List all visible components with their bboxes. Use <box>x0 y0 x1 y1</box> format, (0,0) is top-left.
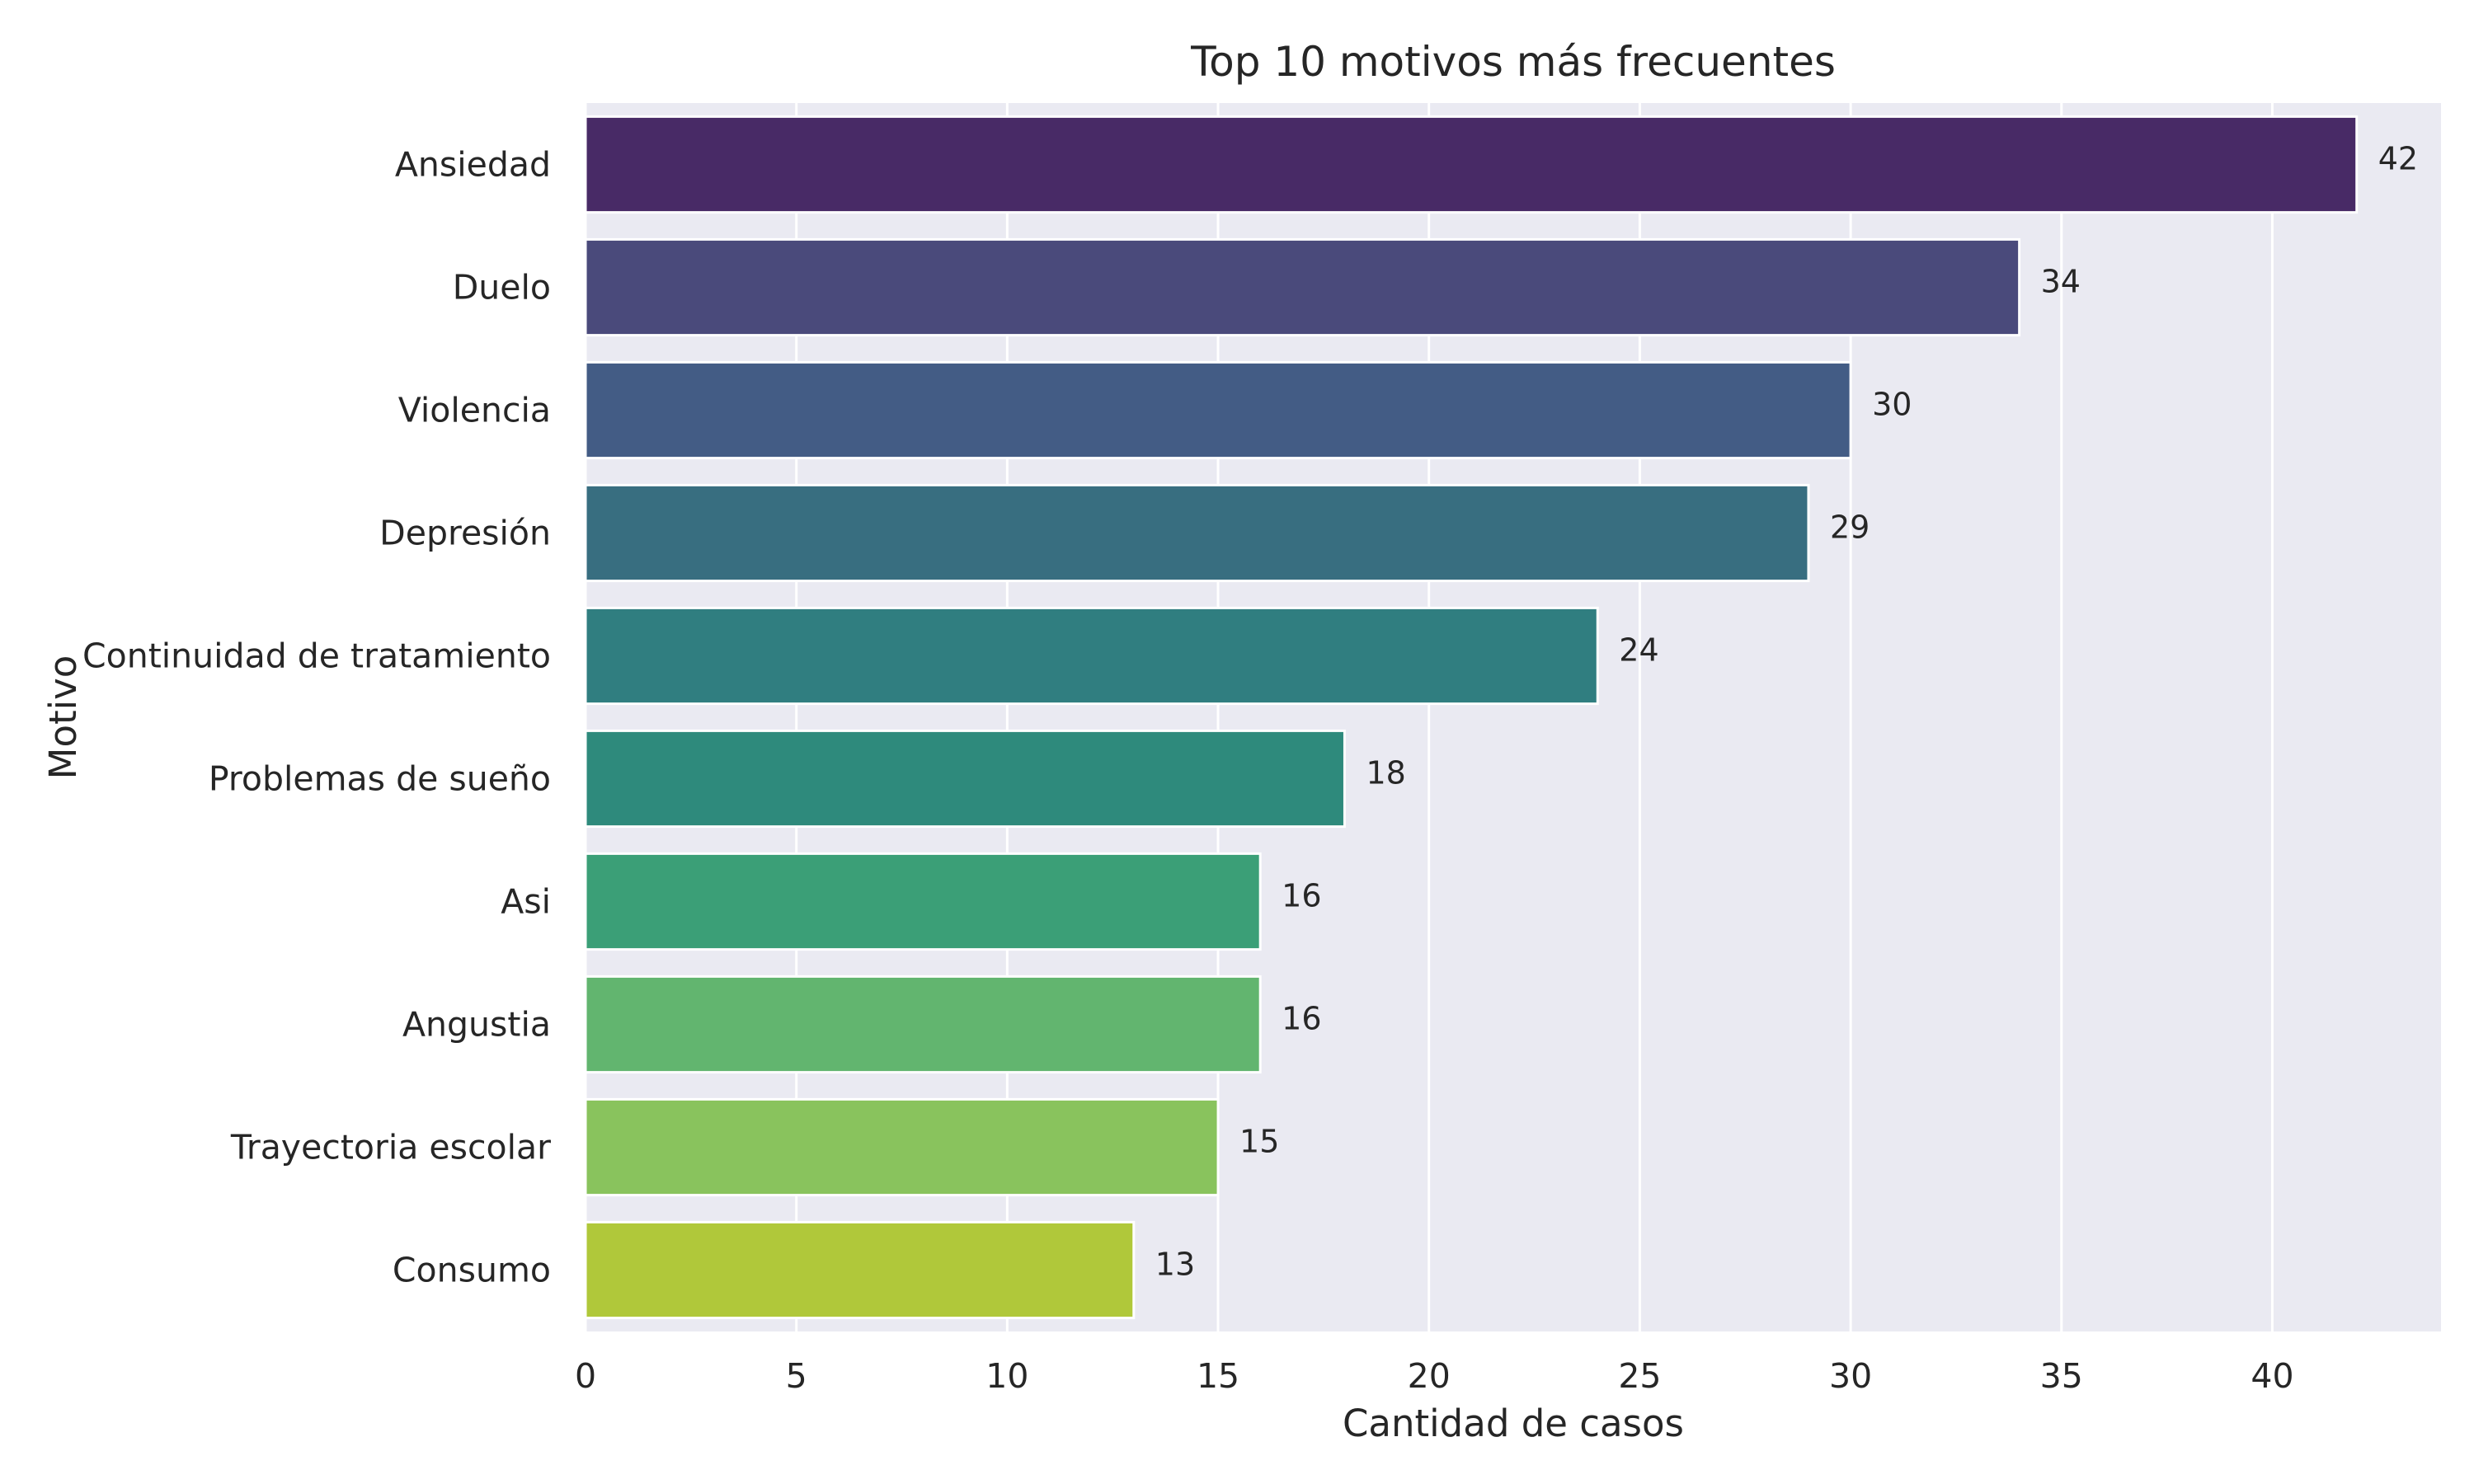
x-tick-label: 0 <box>575 1356 596 1396</box>
chart-title: Top 10 motivos más frecuentes <box>1190 38 1836 86</box>
x-tick-label: 5 <box>786 1356 807 1396</box>
data-label: 13 <box>1155 1247 1195 1283</box>
x-tick-label: 15 <box>1197 1356 1239 1396</box>
y-tick-label: Consumo <box>393 1251 551 1290</box>
bar <box>584 237 2021 337</box>
bar <box>584 852 1262 951</box>
y-axis-label: Motivo <box>41 655 85 780</box>
x-tick-label: 40 <box>2251 1356 2293 1396</box>
bar <box>584 606 1599 706</box>
data-label: 16 <box>1282 1001 1321 1037</box>
data-label: 42 <box>2378 141 2418 177</box>
bars <box>584 115 2359 1320</box>
y-tick-label: Angustia <box>402 1005 551 1045</box>
bar <box>584 1097 1220 1197</box>
y-tick-label: Trayectoria escolar <box>230 1128 551 1167</box>
data-labels: 42 34 30 29 24 18 16 16 15 13 <box>1155 141 2418 1283</box>
data-label: 16 <box>1282 878 1321 914</box>
bar <box>584 115 2359 214</box>
data-label: 29 <box>1830 510 1870 546</box>
bar <box>584 360 1852 460</box>
y-tick-label: Continuidad de tratamiento <box>82 636 551 676</box>
bar <box>584 974 1262 1074</box>
data-label: 34 <box>2041 264 2081 300</box>
x-tick-label: 20 <box>1408 1356 1451 1396</box>
x-axis-ticks: 0 5 10 15 20 25 30 35 40 <box>575 1356 2294 1396</box>
bar <box>584 483 1810 583</box>
y-tick-label: Duelo <box>453 268 551 308</box>
y-tick-label: Ansiedad <box>395 145 551 185</box>
y-tick-label: Depresión <box>379 514 551 553</box>
bar <box>584 1220 1136 1320</box>
data-label: 24 <box>1619 632 1658 669</box>
y-axis-ticks: Ansiedad Duelo Violencia Depresión Continuid… <box>82 145 551 1290</box>
data-label: 30 <box>1872 387 1912 423</box>
x-tick-label: 25 <box>1618 1356 1661 1396</box>
x-tick-label: 35 <box>2040 1356 2083 1396</box>
data-label: 15 <box>1239 1124 1279 1160</box>
x-axis-label: Cantidad de casos <box>1343 1402 1684 1445</box>
y-tick-label: Violencia <box>398 391 551 430</box>
bar <box>584 729 1346 829</box>
y-tick-label: Asi <box>501 882 551 922</box>
data-label: 18 <box>1366 755 1405 791</box>
x-tick-label: 30 <box>1829 1356 1872 1396</box>
y-tick-label: Problemas de sueño <box>209 759 551 799</box>
x-tick-label: 10 <box>985 1356 1028 1396</box>
